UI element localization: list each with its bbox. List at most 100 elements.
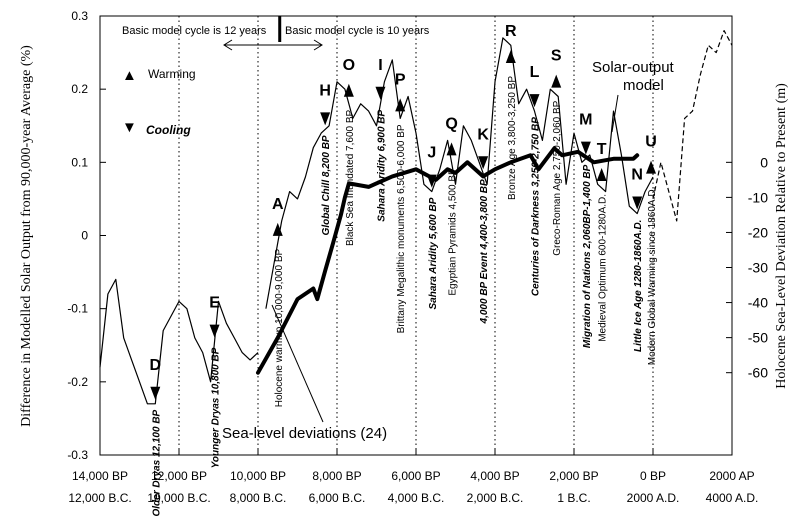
- solar-model-label-line1: Solar-output: [592, 59, 675, 76]
- x-tick-label-era: 4,000 B.C.: [388, 491, 445, 505]
- event-letter: D: [150, 357, 162, 374]
- event-letter: H: [319, 82, 331, 99]
- event-caption: Modern Global Warming since 1860A.D.: [647, 187, 658, 366]
- legend-warming-glyph: ▲: [122, 67, 137, 84]
- warming-marker: [505, 50, 516, 63]
- event-letter: A: [272, 196, 284, 213]
- x-tick-label-era: 1 B.C.: [557, 491, 590, 505]
- right-tick-label: -60: [748, 365, 768, 381]
- event-caption: Egyptian Pyramids 4,500 BP: [448, 168, 459, 296]
- solar-model-pointer: [611, 94, 619, 133]
- legend-cooling-glyph: ▼: [122, 119, 137, 136]
- warming-marker: [272, 222, 283, 236]
- x-tick-label-bp: 8,000 BP: [312, 469, 361, 483]
- event-caption: Black Sea Inundated 7,600 BP: [345, 109, 356, 246]
- cooling-marker: [580, 141, 591, 155]
- sea-level-pointer: [271, 304, 324, 423]
- event-caption: Global Chill 8,200 BP: [321, 135, 332, 235]
- legend-cooling-label: Cooling: [146, 123, 191, 137]
- event-letter: M: [579, 112, 592, 129]
- event-letter: L: [530, 64, 540, 81]
- cooling-marker: [375, 86, 386, 100]
- solar-model-line: [265, 37, 654, 309]
- event-letter: T: [597, 141, 607, 158]
- cycle-label-left: Basic model cycle is 12 years: [122, 25, 267, 37]
- right-tick-label: -20: [748, 224, 768, 240]
- solar-model-line: [652, 30, 733, 222]
- legend: ▲ Warming ▼ Cooling: [122, 67, 196, 137]
- x-tick-label-bp: 4,000 BP: [470, 469, 519, 483]
- x-tick-label-era: 12,000 B.C.: [68, 491, 131, 505]
- event-letter: N: [631, 167, 643, 184]
- event-caption: 4,000 BP Event 4,400-3,800 BP: [479, 179, 490, 324]
- event-caption: Bronze Age 3,800-3,250 BP: [507, 76, 518, 200]
- event-caption: Holocene warmup 10,000-9,000 BP: [274, 248, 285, 407]
- right-tick-label: -50: [748, 330, 768, 346]
- sea-level-line: [256, 146, 640, 375]
- event-letter: O: [343, 57, 355, 74]
- event-caption: Greco-Roman Age 2,750-2,060 BP: [552, 100, 563, 255]
- x-tick-label-era: 6,000 B.C.: [309, 491, 366, 505]
- event-caption: Brittany Megalithic monuments 6,500-6,00…: [396, 124, 407, 333]
- warming-marker: [343, 83, 354, 97]
- right-tick-label: -30: [748, 260, 768, 276]
- solar-model-label-line2: model: [623, 77, 664, 94]
- event-caption: Centuries of Darkness 3,250-2,750 BP: [531, 117, 542, 296]
- x-tick-label-era: 8,000 B.C.: [230, 491, 287, 505]
- right-tick-label: 0: [760, 154, 768, 170]
- x-tick-label-era: 10,000 B.C.: [147, 491, 210, 505]
- x-tick-label-bp: 0 BP: [640, 469, 666, 483]
- left-tick-label: -0.1: [67, 302, 88, 316]
- left-tick-label: 0.3: [71, 9, 88, 23]
- cycle-arrow-left-head: [223, 39, 233, 51]
- cooling-marker: [426, 174, 437, 188]
- event-letter: S: [551, 48, 562, 65]
- cooling-marker: [632, 196, 643, 210]
- x-tick-label-bp: 6,000 BP: [391, 469, 440, 483]
- right-axis-title: Holocene Sea-Level Deviation Relative to…: [774, 83, 789, 389]
- legend-warming-label: Warming: [148, 67, 196, 81]
- x-tick-label-era: 2000 A.D.: [627, 491, 680, 505]
- cycle-label-right: Basic model cycle is 10 years: [285, 25, 430, 37]
- x-tick-label-era: 2,000 B.C.: [467, 491, 524, 505]
- x-tick-label-bp: 2,000 BP: [549, 469, 598, 483]
- x-tick-label-bp: 10,000 BP: [230, 469, 286, 483]
- warming-marker: [446, 142, 457, 156]
- warming-marker: [596, 167, 607, 181]
- event-caption: Older Dryas 12,100 BP: [151, 409, 162, 516]
- x-tick-label-bp: 14,000 BP: [72, 469, 128, 483]
- event-caption: Sahara Aridity 5,600 BP: [428, 197, 439, 309]
- sea-level-label: Sea-level deviations (24): [222, 425, 387, 442]
- cooling-marker: [150, 386, 161, 400]
- right-tick-label: -10: [748, 189, 768, 205]
- warming-marker: [646, 160, 657, 174]
- left-tick-label: 0: [81, 229, 88, 243]
- left-tick-label: -0.2: [67, 375, 88, 389]
- event-letter: K: [477, 126, 489, 143]
- cooling-marker: [529, 94, 540, 108]
- left-tick-label: 0.2: [71, 82, 88, 96]
- event-caption: Medieval Optimum 600-1280A.D.: [598, 194, 609, 342]
- cooling-marker: [209, 324, 220, 338]
- x-tick-label-bp: 2000 AP: [709, 469, 754, 483]
- event-letter: E: [209, 295, 220, 312]
- x-tick-label-bp: 12,000 BP: [151, 469, 207, 483]
- warming-marker: [395, 98, 406, 112]
- event-letter: Q: [445, 115, 457, 132]
- event-caption: Younger Dryas 10,800 BP: [211, 347, 222, 468]
- cooling-marker: [320, 112, 331, 126]
- solar-model-line: [99, 278, 259, 405]
- event-caption: Migration of Nations 2,060BP-1,400 BP: [582, 164, 593, 348]
- event-letter: I: [378, 57, 382, 74]
- cycle-arrow-right-head: [313, 39, 323, 51]
- event-letter: P: [395, 71, 406, 88]
- x-tick-label-era: 4000 A.D.: [706, 491, 759, 505]
- left-axis-title: Difference in Modelled Solar Output from…: [19, 45, 34, 427]
- cooling-marker: [478, 156, 489, 170]
- event-caption: Little Ice Age 1280-1860A.D.: [633, 220, 644, 352]
- event-letter: J: [427, 145, 436, 162]
- event-letter: U: [645, 134, 657, 151]
- right-tick-label: -40: [748, 295, 768, 311]
- left-tick-label: -0.3: [67, 448, 88, 462]
